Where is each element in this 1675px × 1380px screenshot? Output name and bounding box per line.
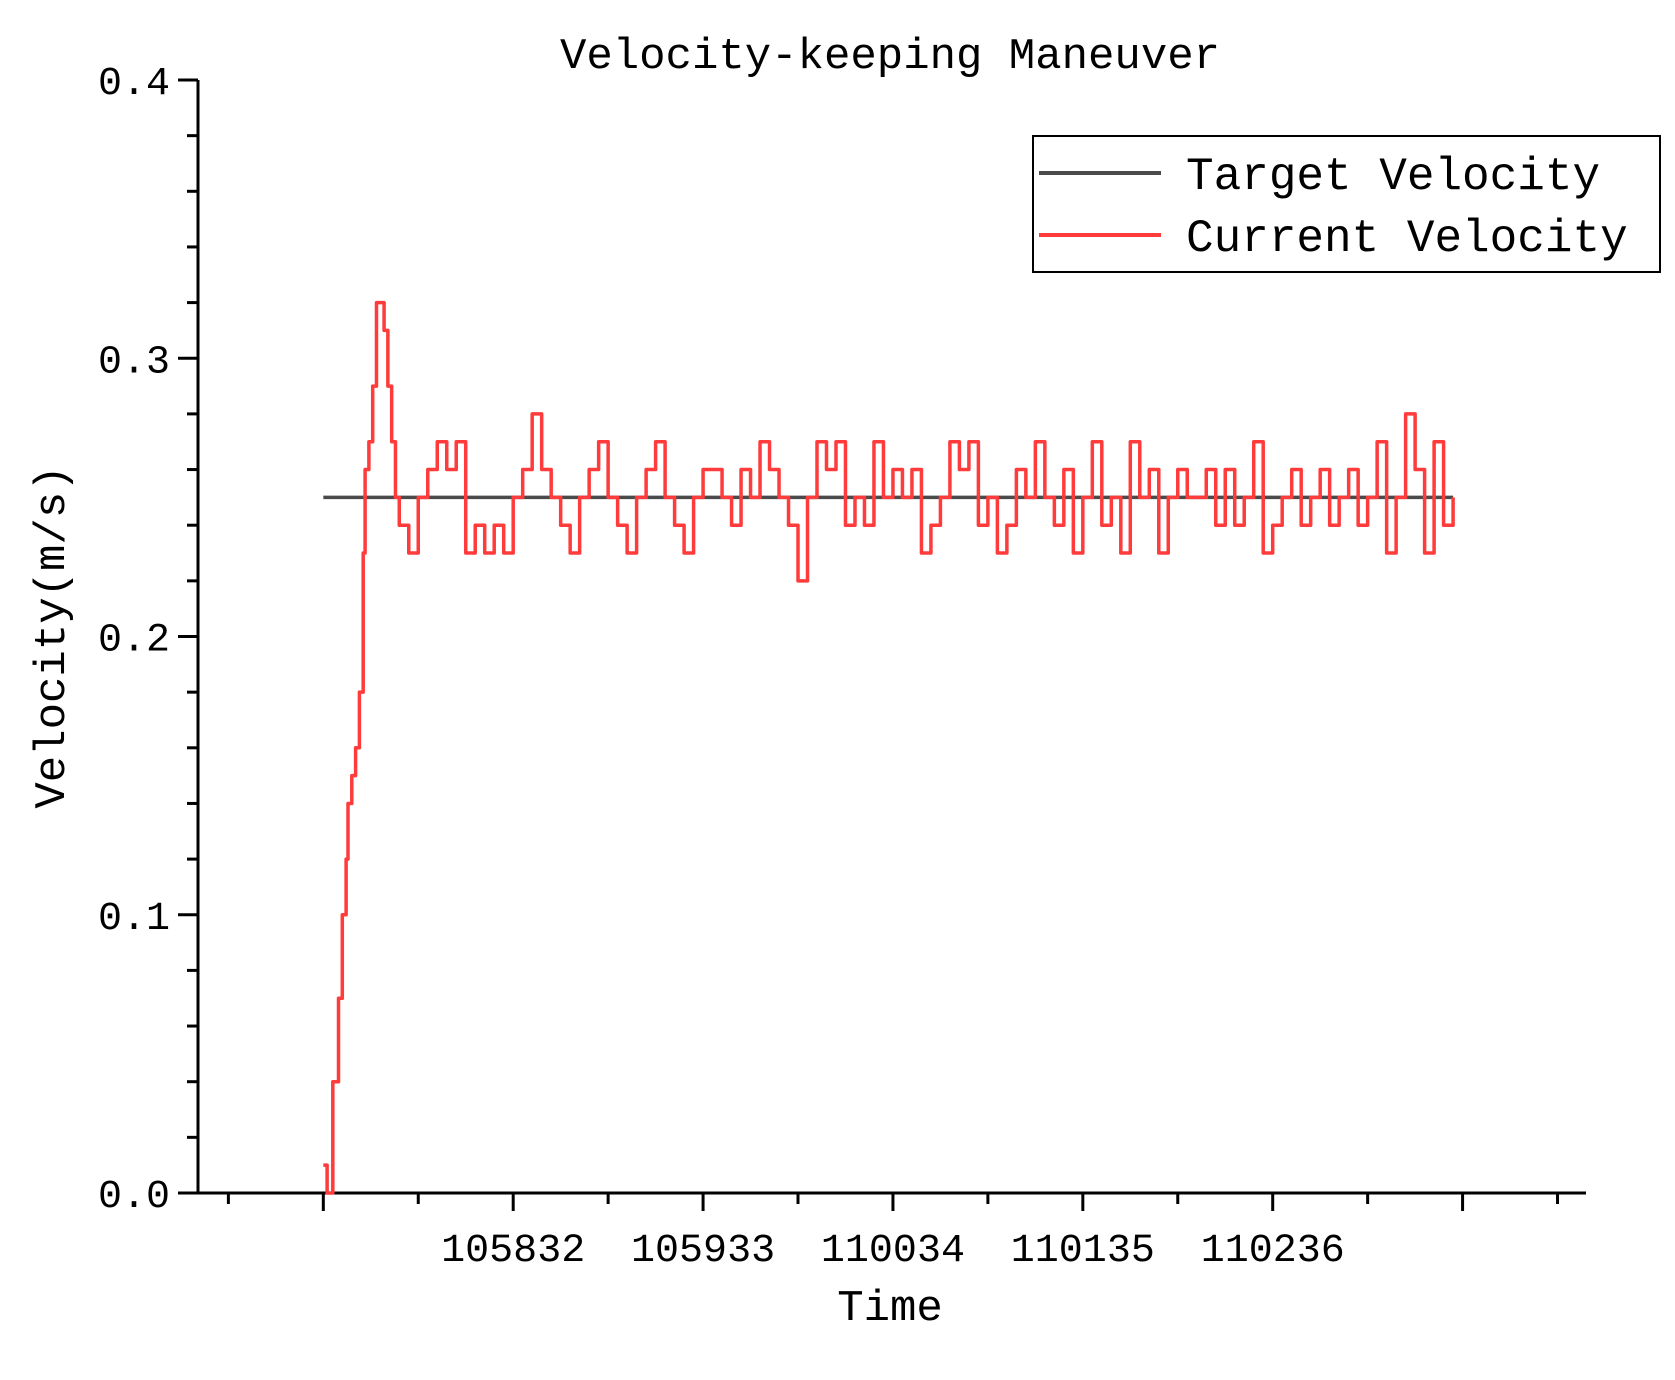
x-tick-label: 105933 [631, 1229, 775, 1274]
y-tick-label: 0.3 [98, 340, 170, 385]
y-axis-label: Velocity(m/s) [28, 465, 78, 808]
y-tick-label: 0.2 [98, 619, 170, 664]
series-line [323, 300, 1455, 1195]
legend-label: Target Velocity [1186, 151, 1600, 203]
y-tick-label: 0.1 [98, 897, 170, 942]
x-axis-label: Time [837, 1284, 943, 1334]
y-tick-label: 0.4 [98, 62, 170, 107]
legend-box [1032, 135, 1661, 273]
x-tick-label: 110135 [1011, 1229, 1155, 1274]
x-tick-label: 110034 [821, 1229, 965, 1274]
x-tick-label: 110236 [1201, 1229, 1345, 1274]
y-tick-label: 0.0 [98, 1175, 170, 1220]
chart-title: Velocity-keeping Maneuver [560, 32, 1220, 82]
legend-label: Current Velocity [1186, 213, 1628, 265]
x-tick-label: 105832 [441, 1229, 585, 1274]
